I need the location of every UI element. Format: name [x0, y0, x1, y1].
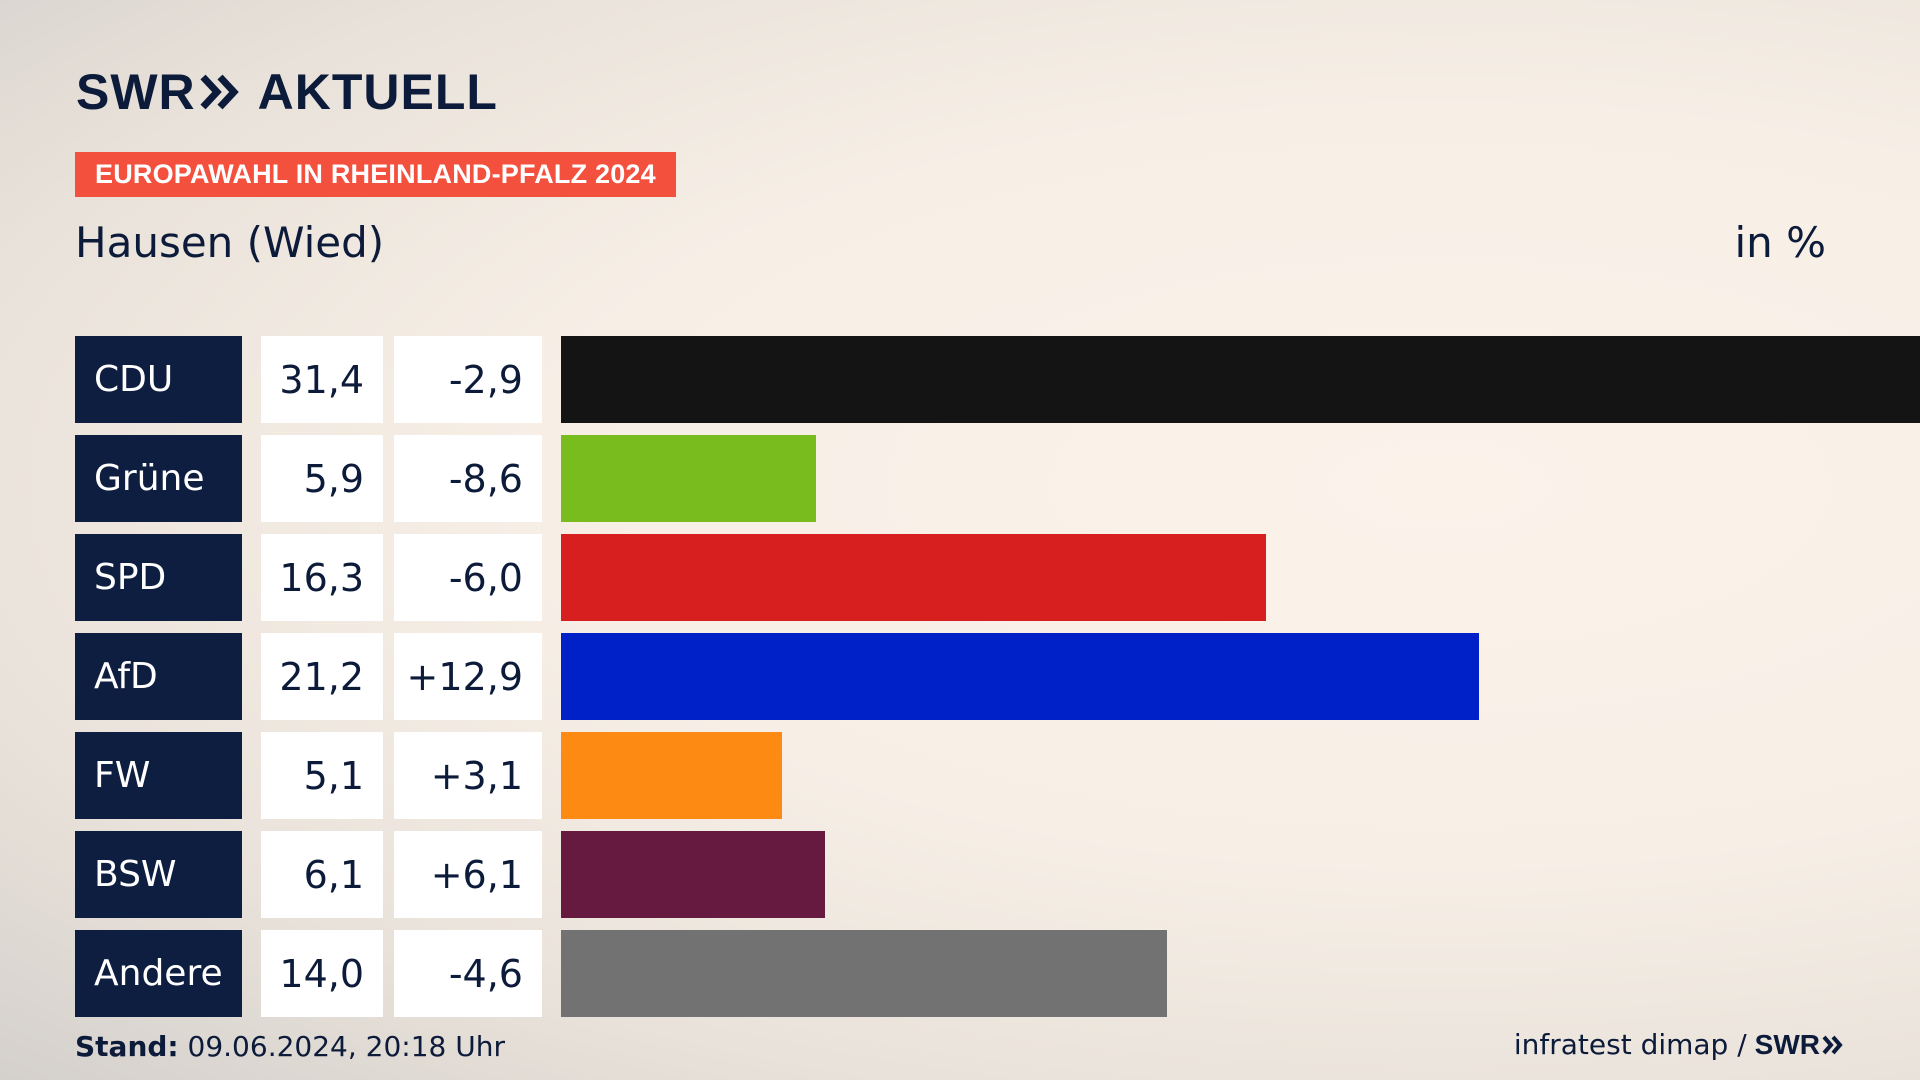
party-label: Grüne — [75, 435, 242, 522]
result-row: AfD 21,2 +12,9 — [75, 633, 1920, 720]
bar-cdu — [561, 336, 1920, 423]
unit-label: in % — [1734, 218, 1826, 267]
stand-label: Stand: — [75, 1030, 179, 1063]
value-label: 6,1 — [261, 831, 383, 918]
double-chevron-icon — [200, 74, 239, 110]
result-row: Andere 14,0 -4,6 — [75, 930, 1920, 1017]
election-tag: EUROPAWAHL IN RHEINLAND-PFALZ 2024 — [75, 152, 676, 197]
logo-aktuell-text: AKTUELL — [257, 64, 498, 120]
swr-aktuell-logo: SWR AKTUELL — [76, 62, 498, 122]
change-label: +3,1 — [394, 732, 542, 819]
bar-fw — [561, 732, 782, 819]
source-text: infratest dimap / — [1513, 1028, 1747, 1061]
bar-afd — [561, 633, 1479, 720]
value-label: 16,3 — [261, 534, 383, 621]
source-swr-text: SWR — [1754, 1028, 1820, 1060]
value-label: 5,1 — [261, 732, 383, 819]
change-label: -4,6 — [394, 930, 542, 1017]
change-label: -8,6 — [394, 435, 542, 522]
change-label: -2,9 — [394, 336, 542, 423]
double-chevron-icon — [1822, 1035, 1843, 1054]
party-label: CDU — [75, 336, 242, 423]
bar-spd — [561, 534, 1266, 621]
logo-swr-text: SWR — [76, 64, 196, 120]
bar-gr-ne — [561, 435, 816, 522]
result-row: BSW 6,1 +6,1 — [75, 831, 1920, 918]
source-swr-logo: SWR — [1755, 1029, 1844, 1061]
bar-andere — [561, 930, 1167, 1017]
value-label: 21,2 — [261, 633, 383, 720]
party-label: SPD — [75, 534, 242, 621]
bar-bsw — [561, 831, 825, 918]
value-label: 31,4 — [261, 336, 383, 423]
result-row: FW 5,1 +3,1 — [75, 732, 1920, 819]
timestamp: Stand: 09.06.2024, 20:18 Uhr — [75, 1030, 505, 1063]
party-label: Andere — [75, 930, 242, 1017]
logo-swr: SWR — [76, 63, 240, 121]
change-label: -6,0 — [394, 534, 542, 621]
party-label: AfD — [75, 633, 242, 720]
party-label: FW — [75, 732, 242, 819]
change-label: +6,1 — [394, 831, 542, 918]
result-row: SPD 16,3 -6,0 — [75, 534, 1920, 621]
location-title: Hausen (Wied) — [75, 218, 385, 267]
value-label: 5,9 — [261, 435, 383, 522]
source-credit: infratest dimap / SWR — [1514, 1028, 1844, 1061]
result-row: Grüne 5,9 -8,6 — [75, 435, 1920, 522]
change-label: +12,9 — [394, 633, 542, 720]
result-row: CDU 31,4 -2,9 — [75, 336, 1920, 423]
party-label: BSW — [75, 831, 242, 918]
value-label: 14,0 — [261, 930, 383, 1017]
stand-value: 09.06.2024, 20:18 Uhr — [187, 1030, 505, 1063]
